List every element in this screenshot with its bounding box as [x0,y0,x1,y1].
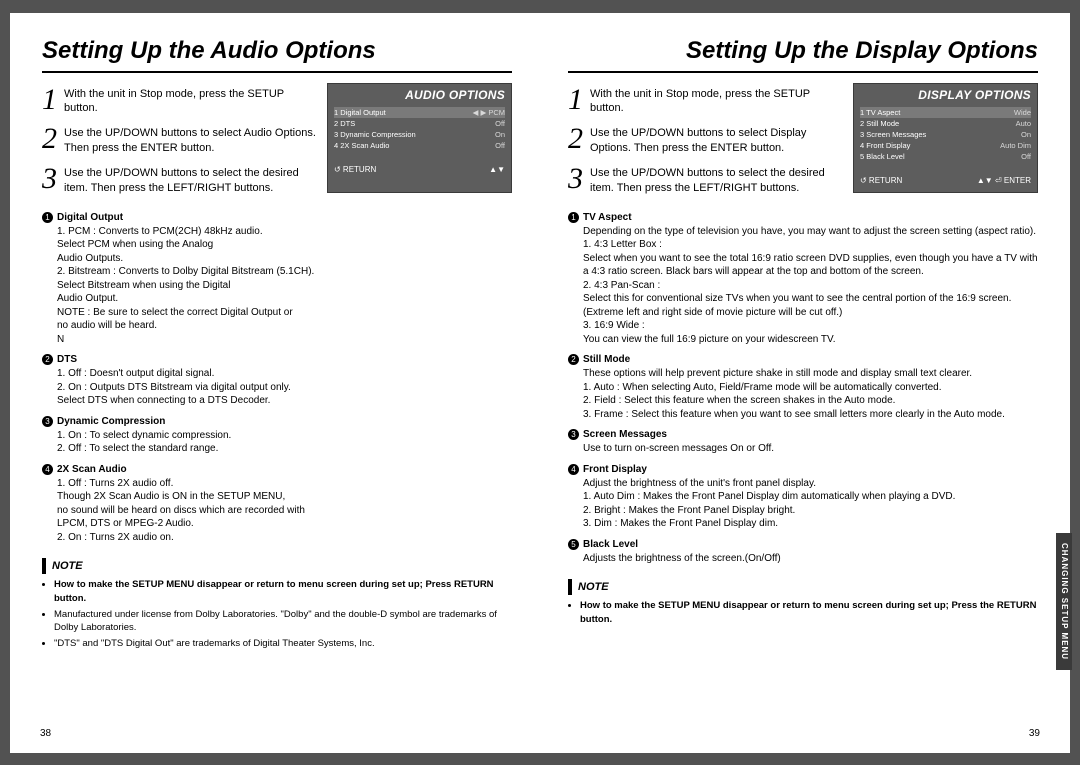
page-spread: Setting Up the Audio Options 1With the u… [10,13,1070,753]
detail-text: Adjusts the brightness of the screen.(On… [583,552,1038,566]
detail-item: 3 Screen Messages Use to turn on-screen me… [568,429,1038,456]
note-label: NOTE [42,558,87,574]
detail-item: 2 DTS 1. Off : Doesn't output digital sign… [42,354,512,408]
bullet-number-icon: 1 [42,212,53,223]
note-item: How to make the SETUP MENU disappear or … [580,599,1038,627]
bullet-number-icon: 3 [568,429,579,440]
detail-text: These options will help prevent picture … [583,367,1038,421]
detail-text: 1. On : To select dynamic compression. 2… [57,429,512,456]
osd-row: 2 Still ModeAuto [860,118,1031,129]
step-text: With the unit in Stop mode, press the SE… [590,83,845,117]
step-text: Use the UP/DOWN buttons to select Displa… [590,122,845,156]
detail-heading: Screen Messages [583,429,1038,440]
detail-item: 2 Still Mode These options will help preve… [568,354,1038,421]
step-number: 2 [42,124,64,154]
step-text: With the unit in Stop mode, press the SE… [64,83,319,117]
osd-row: 4 2X Scan AudioOff [334,140,505,151]
side-tab: CHANGING SETUP MENU [1056,533,1072,670]
step-text: Use the UP/DOWN buttons to select Audio … [64,122,319,156]
detail-heading: Front Display [583,464,1038,475]
bullet-number-icon: 4 [568,464,579,475]
page-title: Setting Up the Display Options [568,37,1038,73]
detail-text: 1. Off : Turns 2X audio off. Though 2X S… [57,477,512,545]
detail-heading: Black Level [583,539,1038,550]
detail-item: 4 Front Display Adjust the brightness of t… [568,464,1038,531]
bullet-number-icon: 2 [42,354,53,365]
bullet-number-icon: 3 [42,416,53,427]
note-list: How to make the SETUP MENU disappear or … [42,578,512,651]
page-left: Setting Up the Audio Options 1With the u… [10,13,540,753]
osd-row: 1 TV AspectWide [860,107,1031,118]
osd-row: 4 Front DisplayAuto Dim [860,140,1031,151]
detail-heading: Dynamic Compression [57,416,512,427]
osd-row: 1 Digital Output◀ ▶ PCM [334,107,505,118]
osd-row: 3 Screen MessagesOn [860,129,1031,140]
step-text: Use the UP/DOWN buttons to select the de… [64,162,319,196]
detail-heading: DTS [57,354,512,365]
detail-item: 5 Black Level Adjusts the brightness of th… [568,539,1038,566]
step-number: 1 [568,85,590,115]
page-title: Setting Up the Audio Options [42,37,512,73]
osd-audio-options: AUDIO OPTIONS 1 Digital Output◀ ▶ PCM2 D… [327,83,512,193]
osd-display-options: DISPLAY OPTIONS 1 TV AspectWide2 Still M… [853,83,1038,193]
bullet-number-icon: 5 [568,539,579,550]
detail-text: Adjust the brightness of the unit's fron… [583,477,1038,531]
osd-return-icon: ↺ RETURN [860,176,902,185]
bullet-number-icon: 2 [568,354,579,365]
detail-text: 1. Off : Doesn't output digital signal. … [57,367,512,408]
bullet-number-icon: 1 [568,212,579,223]
detail-item: 1 TV Aspect Depending on the type of telev… [568,212,1038,347]
osd-title: AUDIO OPTIONS [334,88,505,102]
detail-heading: Still Mode [583,354,1038,365]
detail-item: 4 2X Scan Audio 1. Off : Turns 2X audio of… [42,464,512,545]
detail-text: Depending on the type of television you … [583,225,1038,347]
detail-item: 3 Dynamic Compression 1. On : To select dy… [42,416,512,456]
detail-text: 1. PCM : Converts to PCM(2CH) 48kHz audi… [57,225,512,347]
osd-title: DISPLAY OPTIONS [860,88,1031,102]
detail-heading: 2X Scan Audio [57,464,512,475]
step-number: 3 [568,164,590,194]
osd-row: 5 Black LevelOff [860,151,1031,162]
steps-right: 1With the unit in Stop mode, press the S… [568,83,845,202]
detail-heading: TV Aspect [583,212,1038,223]
step-number: 1 [42,85,64,115]
osd-enter-icon: ▲▼ ⏎ ENTER [977,176,1031,185]
osd-return-icon: ↺ RETURN [334,165,376,174]
note-item: "DTS" and "DTS Digital Out" are trademar… [54,637,512,651]
detail-heading: Digital Output [57,212,512,223]
step-number: 2 [568,124,590,154]
page-number: 38 [40,728,51,739]
page-right: Setting Up the Display Options 1With the… [540,13,1070,753]
note-label: NOTE [568,579,613,595]
osd-row: 2 DTSOff [334,118,505,129]
note-item: Manufactured under license from Dolby La… [54,608,512,636]
detail-item: 1 Digital Output 1. PCM : Converts to PCM(… [42,212,512,347]
note-item: How to make the SETUP MENU disappear or … [54,578,512,606]
step-text: Use the UP/DOWN buttons to select the de… [590,162,845,196]
steps-left: 1With the unit in Stop mode, press the S… [42,83,319,202]
step-number: 3 [42,164,64,194]
note-list: How to make the SETUP MENU disappear or … [568,599,1038,627]
osd-row: 3 Dynamic CompressionOn [334,129,505,140]
bullet-number-icon: 4 [42,464,53,475]
detail-text: Use to turn on-screen messages On or Off… [583,442,1038,456]
osd-nav-icon: ▲▼ [489,165,505,174]
page-number: 39 [1029,728,1040,739]
